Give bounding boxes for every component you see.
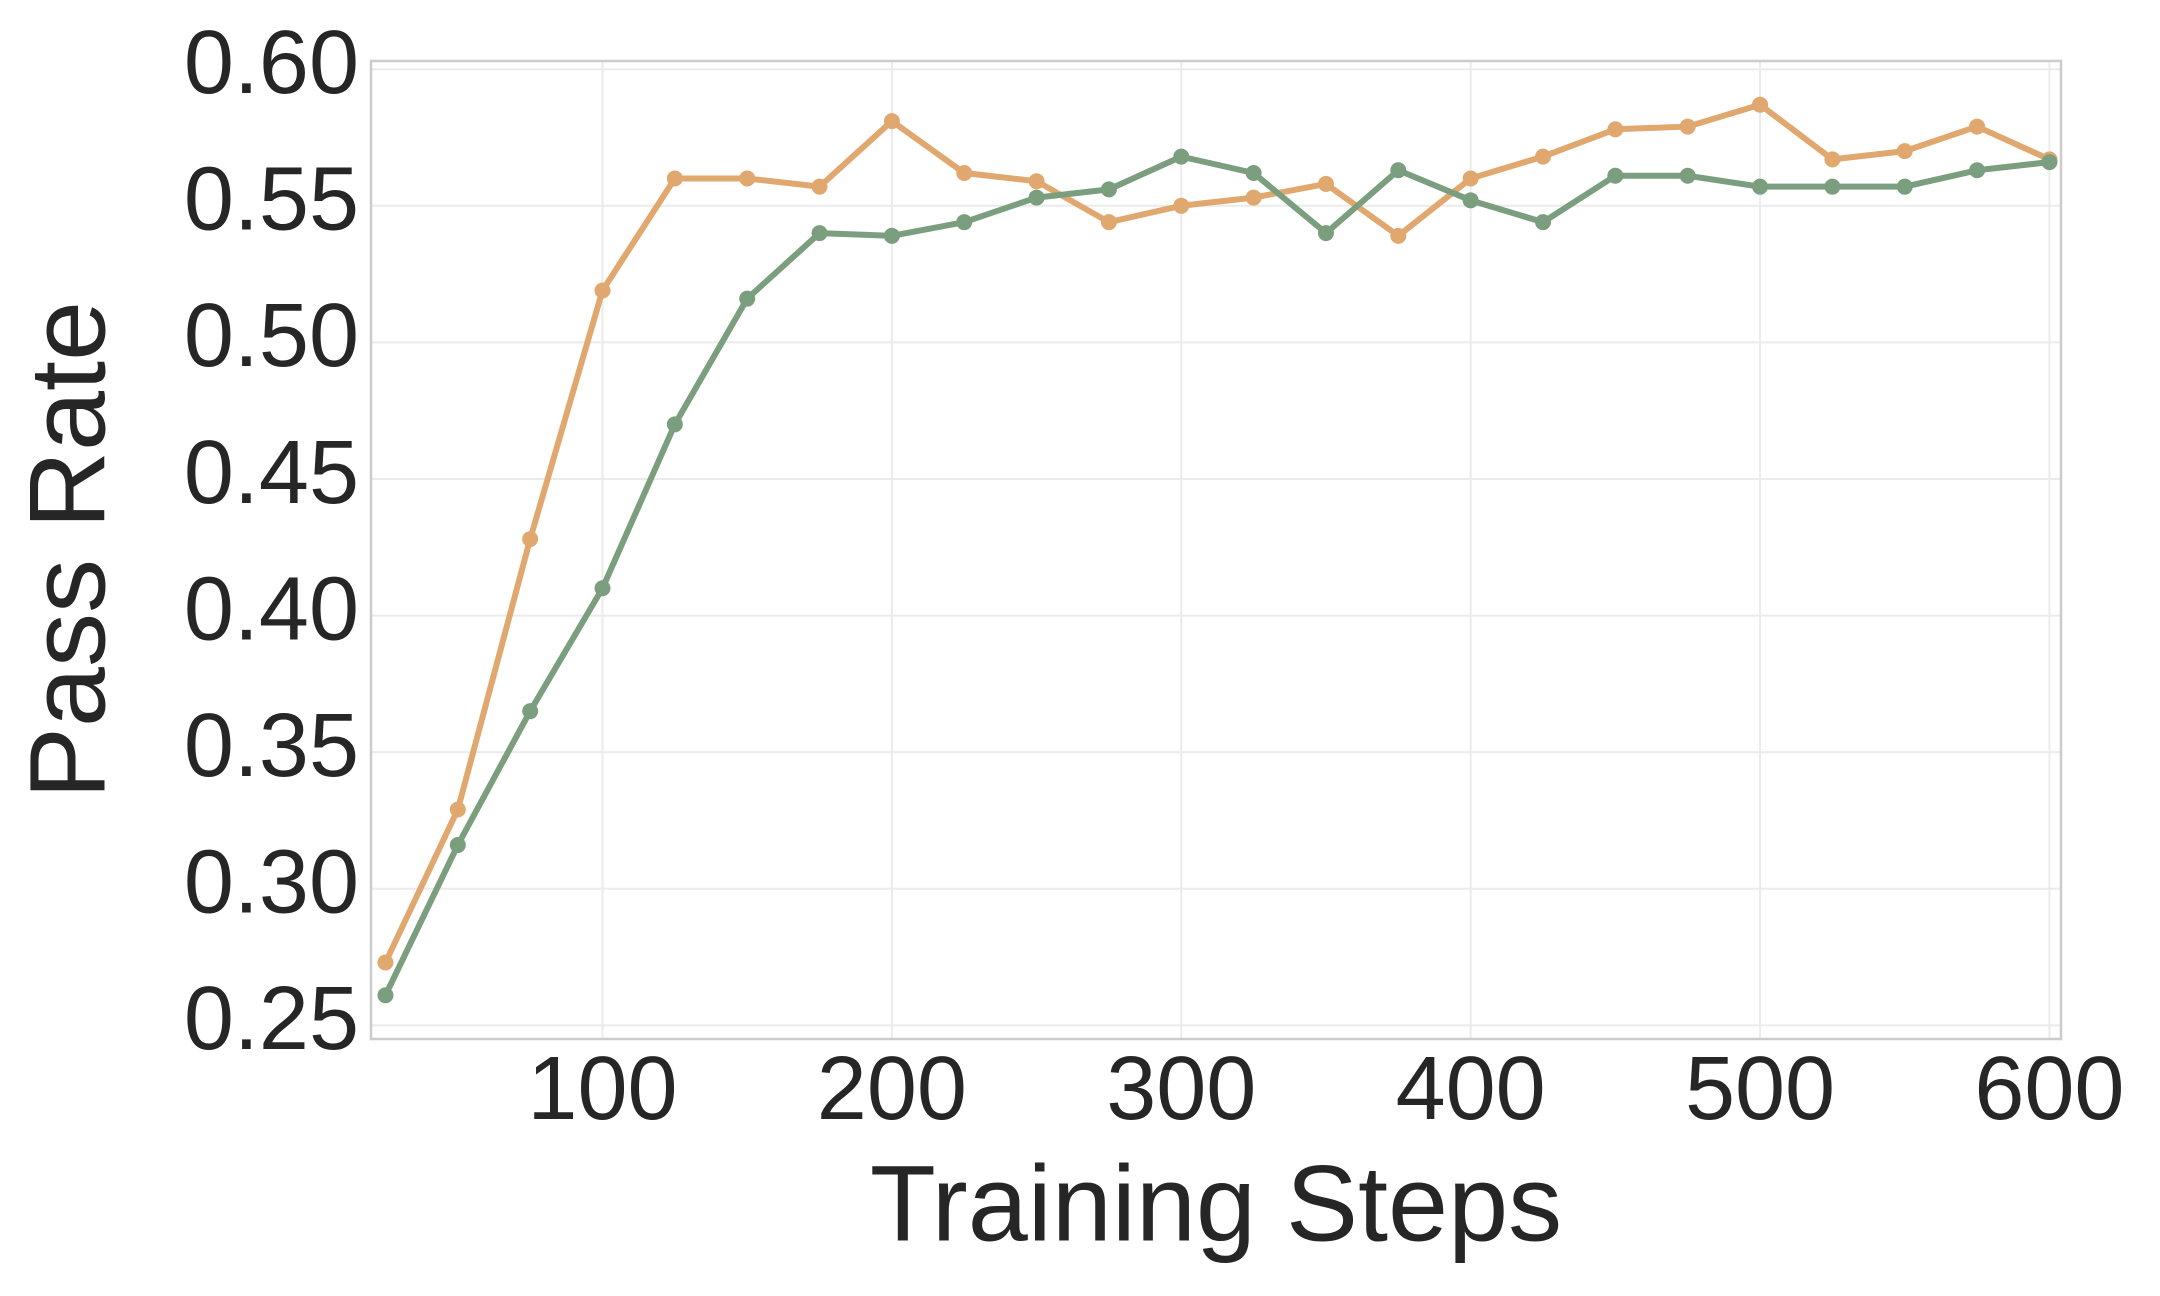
data-point — [811, 178, 828, 195]
data-point — [1824, 151, 1841, 168]
data-point — [1607, 121, 1624, 138]
data-point — [2041, 154, 2058, 171]
data-point — [811, 225, 828, 242]
data-point — [1100, 181, 1117, 198]
data-point — [1028, 189, 1045, 206]
data-point — [666, 170, 683, 187]
x-tick-label: 300 — [1106, 1039, 1256, 1139]
data-point — [1607, 167, 1624, 184]
y-tick-label: 0.60 — [184, 13, 359, 113]
data-point — [1245, 189, 1262, 206]
data-point — [1679, 167, 1696, 184]
x-tick-label: 400 — [1396, 1039, 1546, 1139]
data-point — [1317, 225, 1334, 242]
data-point — [1462, 192, 1479, 209]
y-tick-label: 0.35 — [184, 696, 359, 796]
data-point — [594, 282, 611, 299]
y-axis-label: Pass Rate — [7, 301, 128, 799]
data-point — [1896, 178, 1913, 195]
data-point — [449, 801, 466, 818]
data-point — [1824, 178, 1841, 195]
data-point — [1390, 227, 1407, 244]
data-point — [522, 703, 539, 720]
data-point — [739, 170, 756, 187]
y-tick-label: 0.45 — [184, 423, 359, 523]
data-point — [1535, 214, 1552, 231]
y-tick-label: 0.30 — [184, 833, 359, 933]
series-line — [382, 101, 2051, 964]
data-point — [1752, 96, 1769, 113]
data-point — [1317, 175, 1334, 192]
x-tick-label: 500 — [1685, 1039, 1835, 1139]
y-tick-label: 0.40 — [184, 559, 359, 659]
data-point — [666, 416, 683, 433]
data-point — [1969, 162, 1986, 179]
plot-frame — [369, 59, 2063, 1041]
data-point — [1752, 178, 1769, 195]
data-point — [1173, 148, 1190, 165]
data-point — [1173, 197, 1190, 214]
data-point — [883, 113, 900, 130]
data-point — [739, 290, 756, 307]
data-point — [594, 580, 611, 597]
x-tick-label: 100 — [527, 1039, 677, 1139]
y-tick-label: 0.50 — [184, 286, 359, 386]
data-point — [1896, 143, 1913, 160]
data-point — [377, 954, 394, 971]
data-point — [1969, 118, 1986, 135]
x-tick-label: 600 — [1974, 1039, 2124, 1139]
data-point — [1679, 118, 1696, 135]
data-point — [956, 214, 973, 231]
data-point — [1028, 173, 1045, 190]
x-axis-label: Training Steps — [870, 1143, 1562, 1264]
data-point — [1100, 214, 1117, 231]
x-tick-label: 200 — [817, 1039, 967, 1139]
series-line — [382, 153, 2050, 997]
data-point — [1535, 148, 1552, 165]
y-tick-label: 0.25 — [184, 969, 359, 1069]
data-point — [449, 837, 466, 854]
data-point — [522, 531, 539, 548]
data-point — [1462, 170, 1479, 187]
data-point — [1390, 162, 1407, 179]
data-point — [883, 227, 900, 244]
data-point — [956, 165, 973, 182]
y-tick-label: 0.55 — [184, 150, 359, 250]
data-point — [377, 987, 394, 1004]
data-point — [1245, 165, 1262, 182]
